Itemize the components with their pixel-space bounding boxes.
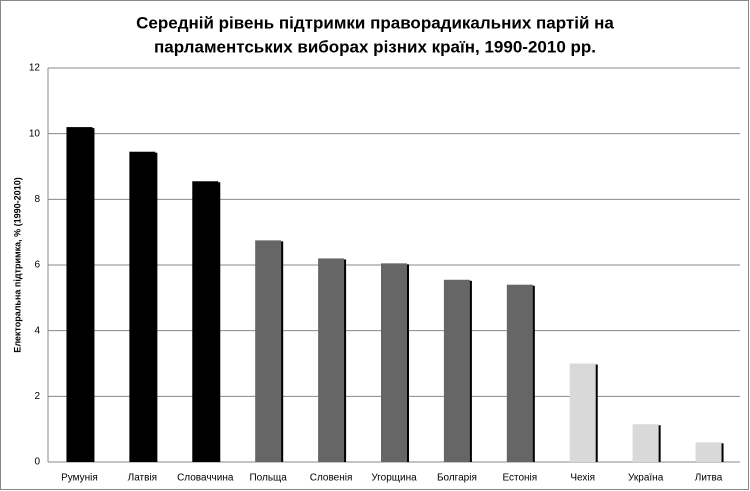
bar (443, 279, 470, 462)
y-tick-label: 6 (34, 260, 40, 271)
bar (569, 363, 596, 462)
bar (255, 240, 282, 462)
bar (66, 127, 93, 462)
bar (506, 284, 533, 462)
chart-title: парламентських виборах різних країн, 199… (154, 37, 596, 56)
chart-title: Середній рівень підтримки праворадикальн… (136, 13, 614, 32)
x-tick-label: Словенія (310, 473, 353, 484)
bar (192, 181, 219, 462)
x-tick-label: Естонія (502, 473, 537, 484)
x-tick-label: Україна (628, 473, 664, 484)
bar (129, 151, 156, 462)
y-tick-label: 8 (34, 194, 40, 205)
bar (695, 442, 722, 462)
x-tick-label: Польща (249, 473, 287, 484)
y-tick-label: 12 (29, 63, 41, 74)
x-tick-label: Чехія (570, 473, 595, 484)
y-tick-label: 4 (34, 325, 40, 336)
y-tick-label: 10 (29, 128, 41, 139)
y-tick-label: 0 (34, 457, 40, 468)
x-tick-label: Румунія (61, 473, 98, 484)
y-axis-label: Електоральна підтримка, % (1990-2010) (12, 177, 22, 352)
x-tick-label: Угорщина (371, 473, 417, 484)
bar (318, 258, 345, 462)
y-tick-label: 2 (34, 391, 40, 402)
x-tick-label: Литва (695, 473, 723, 484)
x-tick-label: Латвія (128, 473, 157, 484)
x-tick-label: Словаччина (177, 473, 234, 484)
bar (381, 263, 407, 462)
x-tick-label: Болгарія (437, 473, 477, 484)
bar (632, 424, 659, 462)
